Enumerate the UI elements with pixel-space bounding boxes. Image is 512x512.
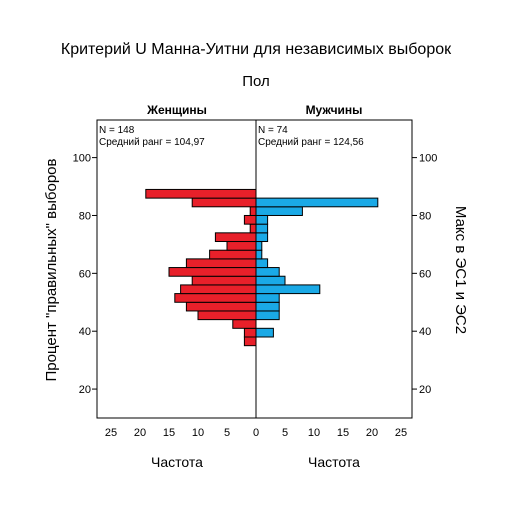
x-tick-label: 15	[163, 427, 175, 439]
y-tick-label-right: 100	[419, 153, 437, 165]
male-bars	[255, 197, 379, 338]
x-tick-label: 10	[192, 427, 204, 439]
female-bar-68	[226, 241, 257, 251]
female-bar-56	[191, 275, 257, 286]
female-bar-59	[168, 267, 257, 277]
left-y-axis-title: Процент "правильных" выборов	[43, 158, 60, 381]
female-bar-74	[249, 223, 257, 234]
right-group-label: Мужчины	[306, 103, 363, 117]
male-bar-83	[255, 197, 379, 208]
male-bar-80	[255, 206, 303, 216]
male-bar-74	[255, 223, 269, 234]
female-bar-62	[185, 258, 257, 269]
right-y-axis-title: Макс в ЭС1 и ЭС2	[452, 206, 469, 334]
y-tick-label-left: 60	[79, 268, 91, 280]
male-bar-62	[255, 258, 269, 269]
chart-subtitle: Пол	[242, 73, 270, 90]
male-bar-44	[255, 310, 280, 321]
x-tick-label: 25	[105, 427, 117, 439]
left-x-axis-title: Частота	[151, 454, 203, 470]
male-bar-65	[255, 249, 263, 260]
x-tick-label: 15	[337, 427, 349, 439]
female-bar-83	[191, 197, 257, 208]
male-bar-59	[255, 267, 280, 277]
female-bar-80	[249, 206, 257, 216]
female-bar-47	[185, 301, 257, 312]
y-ticks: 20 20 40 40 60 60 80 80 100 100	[73, 153, 438, 396]
female-bar-65	[209, 249, 257, 260]
y-tick-label-left: 100	[73, 153, 91, 165]
male-bar-47	[255, 301, 280, 312]
y-tick-label-right: 40	[419, 326, 431, 338]
male-bar-71	[255, 232, 269, 243]
left-rank-text: Средний ранг = 104,97	[99, 137, 205, 148]
right-x-axis-title: Частота	[308, 454, 360, 470]
female-bar-50	[174, 293, 257, 303]
right-n-text: N = 74	[258, 125, 288, 136]
x-tick-label: 25	[395, 427, 407, 439]
female-bar-38	[243, 327, 257, 338]
male-bar-68	[255, 241, 263, 251]
x-tick-label: 5	[224, 427, 230, 439]
y-tick-label-left: 80	[79, 210, 91, 222]
female-bars	[145, 188, 257, 347]
x-tick-label: 5	[282, 427, 288, 439]
female-bar-77	[243, 214, 257, 225]
male-bar-56	[255, 275, 286, 286]
x-tick-label: 20	[134, 427, 146, 439]
y-tick-label-left: 40	[79, 326, 91, 338]
y-tick-label-left: 20	[79, 384, 91, 396]
female-bar-35	[243, 336, 257, 347]
male-bar-38	[255, 327, 274, 338]
x-tick-label: 0	[253, 427, 259, 439]
x-tick-label: 10	[308, 427, 320, 439]
x-tick-label: 20	[366, 427, 378, 439]
male-bar-77	[255, 214, 269, 225]
female-bar-53	[180, 284, 257, 295]
right-rank-text: Средний ранг = 124,56	[258, 137, 364, 148]
female-bar-44	[197, 310, 257, 321]
male-bar-53	[255, 284, 321, 295]
chart-title: Критерий U Манна-Уитни для независимых в…	[61, 41, 452, 58]
plot-frame	[96, 119, 413, 419]
x-ticks: 25 20 15 10 5 0 5 10 15 20 25	[105, 427, 407, 439]
left-group-label: Женщины	[146, 103, 207, 117]
left-n-text: N = 148	[99, 125, 135, 136]
female-bar-71	[214, 232, 257, 243]
female-bar-86	[145, 188, 257, 199]
y-tick-label-right: 60	[419, 268, 431, 280]
female-bar-41	[232, 319, 257, 329]
y-tick-label-right: 80	[419, 210, 431, 222]
y-tick-label-right: 20	[419, 384, 431, 396]
male-bar-50	[255, 293, 280, 303]
